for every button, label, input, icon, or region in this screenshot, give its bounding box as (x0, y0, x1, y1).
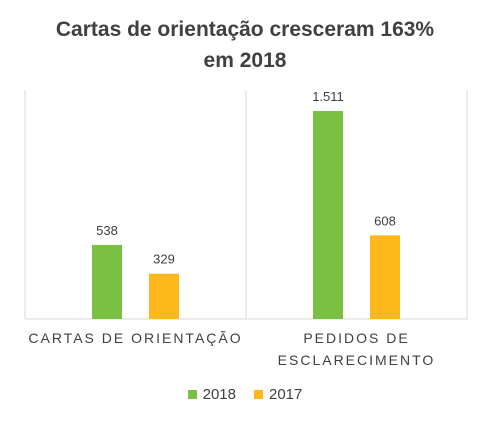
data-label-2017-2: 608 (374, 213, 396, 228)
bar-2017-2 (370, 235, 400, 319)
category-label-1: CARTAS DE ORIENTAÇÃO (25, 327, 246, 349)
legend: 2018 2017 (0, 386, 490, 403)
category-label-1-line-1: CARTAS DE ORIENTAÇÃO (28, 330, 243, 346)
legend-item-2017: 2017 (254, 386, 302, 403)
legend-label-2017: 2017 (269, 386, 303, 403)
chart-title: Cartas de orientação cresceram 163% em 2… (0, 14, 490, 76)
legend-item-2018: 2018 (187, 386, 236, 403)
data-label-2017-1: 329 (153, 252, 175, 267)
bar-2017-1 (149, 273, 179, 319)
category-label-2-line-2: ESCLARECIMENTO (277, 352, 436, 368)
data-label-2018-1: 538 (96, 223, 118, 238)
legend-label-2018: 2018 (202, 386, 236, 403)
category-label-2-line-1: PEDIDOS DE (303, 330, 410, 346)
legend-swatch-2018 (187, 390, 197, 399)
legend-swatch-2017 (254, 390, 263, 399)
chart-title-line-2: em 2018 (203, 49, 287, 72)
bar-2018-2 (313, 111, 343, 319)
category-label-2: PEDIDOS DE ESCLARECIMENTO (246, 327, 467, 371)
data-label-2018-2: 1.511 (312, 89, 344, 104)
chart-title-line-1: Cartas de orientação cresceram 163% (55, 18, 435, 41)
bar-2018-1 (92, 244, 122, 319)
